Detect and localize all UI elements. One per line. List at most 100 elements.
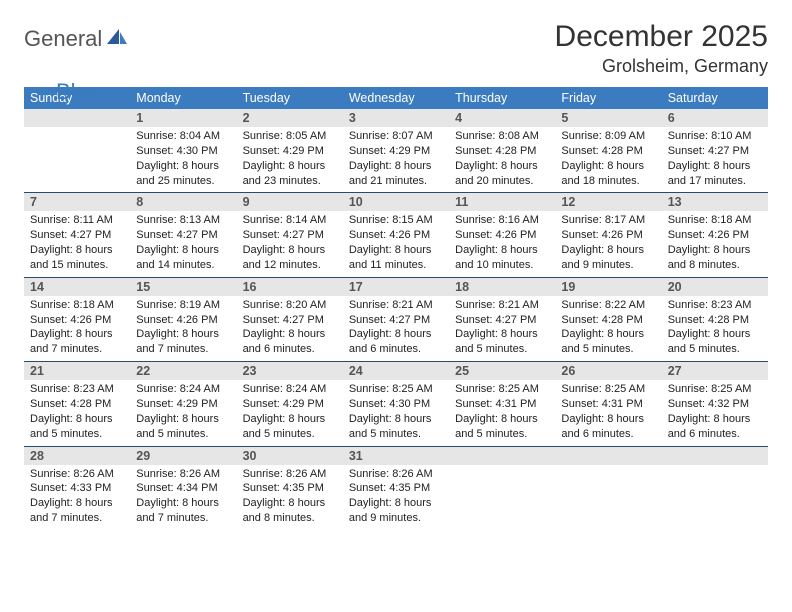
day-body-cell: Sunrise: 8:08 AMSunset: 4:28 PMDaylight:…: [449, 127, 555, 193]
day-body-cell: Sunrise: 8:24 AMSunset: 4:29 PMDaylight:…: [130, 380, 236, 446]
day-number-cell: 18: [449, 277, 555, 296]
sunset-text: Sunset: 4:29 PM: [243, 144, 337, 159]
sunset-text: Sunset: 4:30 PM: [349, 397, 443, 412]
daylight-text: Daylight: 8 hours and 6 minutes.: [243, 327, 337, 357]
day-body-cell: Sunrise: 8:25 AMSunset: 4:30 PMDaylight:…: [343, 380, 449, 446]
day-body-cell: Sunrise: 8:13 AMSunset: 4:27 PMDaylight:…: [130, 211, 236, 277]
day-number-cell: 8: [130, 193, 236, 212]
day-number-cell: 1: [130, 109, 236, 127]
daylight-text: Daylight: 8 hours and 5 minutes.: [243, 412, 337, 442]
day-number-row: 14151617181920: [24, 277, 768, 296]
day-number-cell: 15: [130, 277, 236, 296]
sunrise-text: Sunrise: 8:24 AM: [243, 382, 337, 397]
sunset-text: Sunset: 4:28 PM: [561, 313, 655, 328]
logo-text-general: General: [24, 26, 102, 52]
day-body-cell: Sunrise: 8:22 AMSunset: 4:28 PMDaylight:…: [555, 296, 661, 362]
daylight-text: Daylight: 8 hours and 5 minutes.: [668, 327, 762, 357]
daylight-text: Daylight: 8 hours and 21 minutes.: [349, 159, 443, 189]
day-number-cell: 17: [343, 277, 449, 296]
daylight-text: Daylight: 8 hours and 6 minutes.: [349, 327, 443, 357]
sunset-text: Sunset: 4:35 PM: [349, 481, 443, 496]
day-body-row: Sunrise: 8:23 AMSunset: 4:28 PMDaylight:…: [24, 380, 768, 446]
sunset-text: Sunset: 4:26 PM: [136, 313, 230, 328]
day-number-cell: 14: [24, 277, 130, 296]
day-number-cell: 10: [343, 193, 449, 212]
daylight-text: Daylight: 8 hours and 8 minutes.: [243, 496, 337, 526]
daylight-text: Daylight: 8 hours and 6 minutes.: [561, 412, 655, 442]
daylight-text: Daylight: 8 hours and 7 minutes.: [30, 327, 124, 357]
sunset-text: Sunset: 4:27 PM: [668, 144, 762, 159]
sunset-text: Sunset: 4:27 PM: [243, 228, 337, 243]
day-body-cell: Sunrise: 8:16 AMSunset: 4:26 PMDaylight:…: [449, 211, 555, 277]
day-body-cell: Sunrise: 8:20 AMSunset: 4:27 PMDaylight:…: [237, 296, 343, 362]
sunset-text: Sunset: 4:33 PM: [30, 481, 124, 496]
daylight-text: Daylight: 8 hours and 7 minutes.: [136, 496, 230, 526]
day-number-cell: 5: [555, 109, 661, 127]
day-number-cell: [24, 109, 130, 127]
sunset-text: Sunset: 4:29 PM: [136, 397, 230, 412]
day-number-cell: 30: [237, 446, 343, 465]
sunrise-text: Sunrise: 8:22 AM: [561, 298, 655, 313]
daylight-text: Daylight: 8 hours and 11 minutes.: [349, 243, 443, 273]
day-number-row: 28293031: [24, 446, 768, 465]
sunset-text: Sunset: 4:30 PM: [136, 144, 230, 159]
sunrise-text: Sunrise: 8:26 AM: [349, 467, 443, 482]
sunset-text: Sunset: 4:31 PM: [455, 397, 549, 412]
daylight-text: Daylight: 8 hours and 6 minutes.: [668, 412, 762, 442]
sunrise-text: Sunrise: 8:16 AM: [455, 213, 549, 228]
daylight-text: Daylight: 8 hours and 9 minutes.: [561, 243, 655, 273]
day-number-cell: 27: [662, 362, 768, 381]
sunrise-text: Sunrise: 8:08 AM: [455, 129, 549, 144]
logo-sail-icon: [106, 28, 128, 51]
day-body-cell: Sunrise: 8:17 AMSunset: 4:26 PMDaylight:…: [555, 211, 661, 277]
day-number-cell: 29: [130, 446, 236, 465]
day-header: Monday: [130, 87, 236, 109]
day-number-cell: 22: [130, 362, 236, 381]
sunset-text: Sunset: 4:27 PM: [349, 313, 443, 328]
day-number-cell: 13: [662, 193, 768, 212]
sunrise-text: Sunrise: 8:25 AM: [455, 382, 549, 397]
sunrise-text: Sunrise: 8:04 AM: [136, 129, 230, 144]
sunset-text: Sunset: 4:27 PM: [30, 228, 124, 243]
sunset-text: Sunset: 4:26 PM: [561, 228, 655, 243]
daylight-text: Daylight: 8 hours and 5 minutes.: [30, 412, 124, 442]
sunrise-text: Sunrise: 8:24 AM: [136, 382, 230, 397]
day-header: Tuesday: [237, 87, 343, 109]
day-number-cell: 19: [555, 277, 661, 296]
sunset-text: Sunset: 4:32 PM: [668, 397, 762, 412]
sunset-text: Sunset: 4:34 PM: [136, 481, 230, 496]
sunrise-text: Sunrise: 8:05 AM: [243, 129, 337, 144]
day-body-cell: [24, 127, 130, 193]
sunrise-text: Sunrise: 8:10 AM: [668, 129, 762, 144]
day-body-cell: Sunrise: 8:21 AMSunset: 4:27 PMDaylight:…: [343, 296, 449, 362]
sunrise-text: Sunrise: 8:26 AM: [243, 467, 337, 482]
day-body-cell: Sunrise: 8:07 AMSunset: 4:29 PMDaylight:…: [343, 127, 449, 193]
day-body-cell: Sunrise: 8:18 AMSunset: 4:26 PMDaylight:…: [662, 211, 768, 277]
day-header: Thursday: [449, 87, 555, 109]
day-body-cell: Sunrise: 8:26 AMSunset: 4:34 PMDaylight:…: [130, 465, 236, 530]
day-body-cell: Sunrise: 8:11 AMSunset: 4:27 PMDaylight:…: [24, 211, 130, 277]
day-body-cell: Sunrise: 8:19 AMSunset: 4:26 PMDaylight:…: [130, 296, 236, 362]
daylight-text: Daylight: 8 hours and 5 minutes.: [455, 412, 549, 442]
day-body-cell: Sunrise: 8:24 AMSunset: 4:29 PMDaylight:…: [237, 380, 343, 446]
sunset-text: Sunset: 4:29 PM: [243, 397, 337, 412]
daylight-text: Daylight: 8 hours and 25 minutes.: [136, 159, 230, 189]
sunset-text: Sunset: 4:35 PM: [243, 481, 337, 496]
day-number-cell: 21: [24, 362, 130, 381]
sunset-text: Sunset: 4:28 PM: [668, 313, 762, 328]
sunrise-text: Sunrise: 8:09 AM: [561, 129, 655, 144]
day-body-cell: Sunrise: 8:05 AMSunset: 4:29 PMDaylight:…: [237, 127, 343, 193]
sunset-text: Sunset: 4:29 PM: [349, 144, 443, 159]
day-body-row: Sunrise: 8:04 AMSunset: 4:30 PMDaylight:…: [24, 127, 768, 193]
day-number-cell: [662, 446, 768, 465]
sunrise-text: Sunrise: 8:18 AM: [668, 213, 762, 228]
day-body-cell: Sunrise: 8:21 AMSunset: 4:27 PMDaylight:…: [449, 296, 555, 362]
daylight-text: Daylight: 8 hours and 14 minutes.: [136, 243, 230, 273]
day-number-cell: 2: [237, 109, 343, 127]
day-number-cell: 4: [449, 109, 555, 127]
day-body-row: Sunrise: 8:11 AMSunset: 4:27 PMDaylight:…: [24, 211, 768, 277]
sunrise-text: Sunrise: 8:14 AM: [243, 213, 337, 228]
sunrise-text: Sunrise: 8:18 AM: [30, 298, 124, 313]
sunrise-text: Sunrise: 8:23 AM: [668, 298, 762, 313]
day-body-cell: Sunrise: 8:14 AMSunset: 4:27 PMDaylight:…: [237, 211, 343, 277]
